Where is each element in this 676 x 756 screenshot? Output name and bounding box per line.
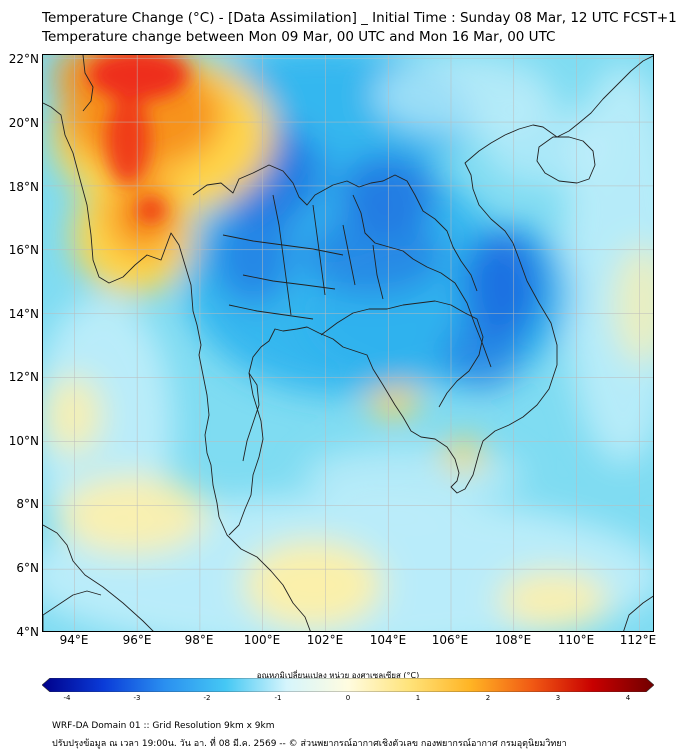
footer-credit: ปรับปรุงข้อมูล ณ เวลา 19:00น. วัน อา. ที… <box>52 739 567 749</box>
lon-label: 102°E <box>306 633 344 647</box>
border-peninsula-line <box>242 372 260 462</box>
anomaly-light-gulf-of-tonkin <box>483 105 603 185</box>
coastline-peninsula-east <box>218 516 311 631</box>
colorbar-tick: -4 <box>63 694 71 702</box>
anomaly-pale-south <box>243 540 383 630</box>
coastline-borneo <box>623 595 653 631</box>
lon-label: 112°E <box>619 633 657 647</box>
anomaly-pale-west <box>43 375 103 455</box>
lon-label: 106°E <box>431 633 469 647</box>
colorbar <box>42 678 654 692</box>
colorbar-tick: 3 <box>555 694 561 702</box>
lat-label: 22°N <box>8 52 39 66</box>
border-thailand-laos <box>352 194 456 284</box>
anomaly-deep-center <box>213 205 293 305</box>
map-title: Temperature Change (°C) - [Data Assimila… <box>42 10 676 26</box>
border-myanmar-thailand <box>192 164 478 292</box>
border-thailand-internal <box>222 194 384 320</box>
anomaly-yellow-delta <box>441 439 485 471</box>
lon-label: 94°E <box>59 633 89 647</box>
anomaly-pale-sw <box>58 475 208 555</box>
footer-model-info: WRF-DA Domain 01 :: Grid Resolution 9km … <box>52 721 275 731</box>
lat-label: 12°N <box>8 370 39 384</box>
lat-label: 16°N <box>8 243 39 257</box>
lon-label: 98°E <box>184 633 214 647</box>
graticule <box>43 55 653 631</box>
colorbar-tick: 4 <box>625 694 631 702</box>
colorbar-tick: 2 <box>485 694 491 702</box>
anomaly-deep-east <box>463 230 543 340</box>
anomaly-light-gulf <box>303 445 523 505</box>
border-vietnam <box>454 282 492 368</box>
anomaly-red-myanmar <box>137 198 165 222</box>
lon-label: 96°E <box>122 633 152 647</box>
anomaly-pale-east-sea <box>613 245 653 365</box>
lat-label: 10°N <box>8 434 39 448</box>
coastline-peninsula-west <box>228 55 653 536</box>
coastlines-and-borders <box>43 55 653 631</box>
colorbar-title: อุณหภูมิเปลี่ยนแปลง หน่วย องศาเซลเซียส (… <box>256 671 420 680</box>
colorbar-tick: -2 <box>203 694 211 702</box>
lon-label: 110°E <box>557 633 595 647</box>
lon-label: 108°E <box>494 633 532 647</box>
temperature-change-map[interactable] <box>42 54 654 632</box>
border-cambodia <box>320 300 484 408</box>
colorbar-tick: 0 <box>345 694 351 702</box>
colorbar-tick: -1 <box>274 694 282 702</box>
lat-label: 20°N <box>8 116 39 130</box>
temperature-field-peaks <box>88 55 188 222</box>
map-subtitle: Temperature change between Mon 09 Mar, 0… <box>42 29 556 45</box>
colorbar-bar <box>42 678 654 692</box>
coastline-malay-east <box>43 590 102 631</box>
lat-label: 14°N <box>8 307 39 321</box>
coastline-sumatra <box>43 524 154 631</box>
coastline-west <box>43 102 220 518</box>
lat-label: 18°N <box>8 180 39 194</box>
anomaly-red-top <box>88 55 188 100</box>
colorbar-tick: 1 <box>415 694 421 702</box>
lat-label: 8°N <box>16 497 39 511</box>
lat-label: 4°N <box>16 625 39 639</box>
lat-label: 6°N <box>16 561 39 575</box>
border-myanmar-north <box>82 55 94 112</box>
anomaly-deep-southeast <box>443 320 523 390</box>
lon-label: 104°E <box>369 633 407 647</box>
anomaly-red-valley <box>106 95 150 185</box>
colorbar-tick: -3 <box>133 694 141 702</box>
coastline-hainan <box>536 136 596 184</box>
anomaly-deep-plateau <box>303 215 443 295</box>
anomaly-pale-se <box>498 570 608 630</box>
lon-label: 100°E <box>243 633 281 647</box>
